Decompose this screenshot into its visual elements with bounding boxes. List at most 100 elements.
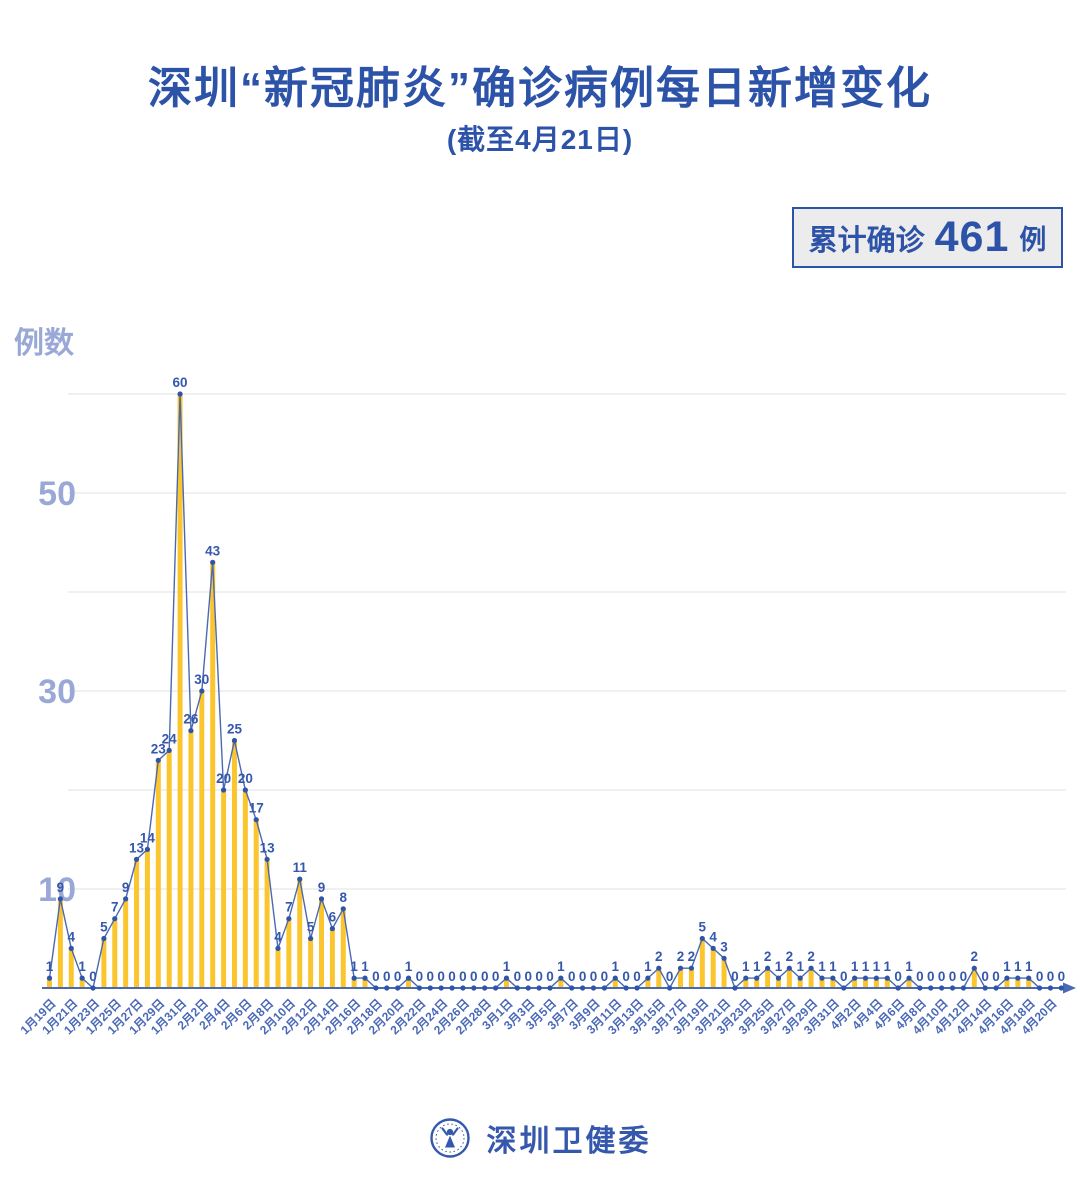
bar [264,859,270,988]
data-point [634,985,640,991]
badge-unit: 例 [1019,225,1047,255]
value-label: 20 [216,771,231,786]
data-point [351,975,357,981]
data-point [395,985,401,991]
data-point [123,896,129,902]
data-point [155,757,161,763]
bar [57,898,63,988]
value-label: 17 [249,801,264,816]
value-label: 1 [862,959,870,974]
data-point [308,935,314,942]
value-label: 1 [1014,959,1022,974]
data-point [1026,975,1032,981]
bar [765,968,771,988]
data-point [525,985,531,991]
data-point [46,975,53,981]
value-label: 9 [57,880,65,895]
data-point [471,985,477,991]
value-label: 2 [688,949,696,964]
data-point [1058,985,1064,991]
bar [286,918,292,988]
data-point [416,985,423,991]
bar [253,819,259,988]
value-label: 30 [194,672,209,687]
value-label: 1 [884,959,892,974]
data-point [862,975,869,981]
data-point [362,975,368,981]
value-label: 1 [350,959,358,974]
value-label: 1 [873,959,881,974]
bar [79,978,85,988]
value-label: 0 [448,969,456,984]
data-point [242,787,248,793]
y-tick-label: 10 [38,871,76,909]
data-point [460,985,466,991]
bar [297,879,303,988]
value-label: 9 [122,880,130,895]
bar [699,938,705,988]
bar [754,978,760,988]
data-point [1015,975,1021,981]
value-label: 2 [786,949,794,964]
value-label: 2 [807,949,815,964]
bar [221,790,227,988]
bar [112,918,118,988]
bar [210,562,216,988]
bar [123,898,129,988]
value-label: 9 [318,880,326,895]
data-point [775,975,782,981]
value-label: 4 [274,929,282,944]
bar [1026,978,1032,988]
value-label: 1 [1025,959,1033,974]
value-label: 0 [731,969,739,984]
value-label: 24 [162,731,178,746]
data-point [906,975,912,981]
value-label: 0 [89,969,97,984]
data-point [438,985,444,991]
data-point [732,985,738,991]
data-point [373,985,379,991]
bar [319,898,324,988]
value-label: 6 [329,910,337,925]
badge-value: 461 [934,213,1010,261]
value-label: 13 [129,840,145,855]
value-label: 1 [742,959,750,974]
value-label: 2 [764,949,772,964]
value-label: 0 [437,969,445,984]
data-point [210,559,216,565]
bar [688,968,694,988]
bar [68,948,74,988]
bar [743,978,749,988]
data-point [917,985,923,991]
data-point [819,975,825,981]
value-label: 4 [68,929,76,944]
data-point [101,935,107,942]
value-label: 7 [285,900,293,915]
bar [678,968,684,988]
data-point [710,945,716,952]
data-point [993,985,999,991]
y-tick-label: 50 [38,475,76,513]
bar [971,968,977,988]
value-label: 2 [971,949,979,964]
value-label: 1 [753,959,761,974]
data-point [275,945,281,952]
value-label: 0 [568,969,576,984]
bar [808,968,814,988]
data-point [612,975,618,981]
bar [144,849,150,988]
bar [906,978,912,988]
value-label: 11 [293,860,308,875]
value-label: 2 [677,949,685,964]
bar [329,928,335,988]
value-label: 60 [173,375,188,390]
page-subtitle: (截至4月21日) [446,124,634,155]
data-point [1036,985,1043,991]
bar [362,978,368,988]
bar [188,730,194,988]
bar [134,859,140,988]
bar [710,948,716,988]
value-label: 0 [459,969,467,984]
data-point [492,985,499,991]
